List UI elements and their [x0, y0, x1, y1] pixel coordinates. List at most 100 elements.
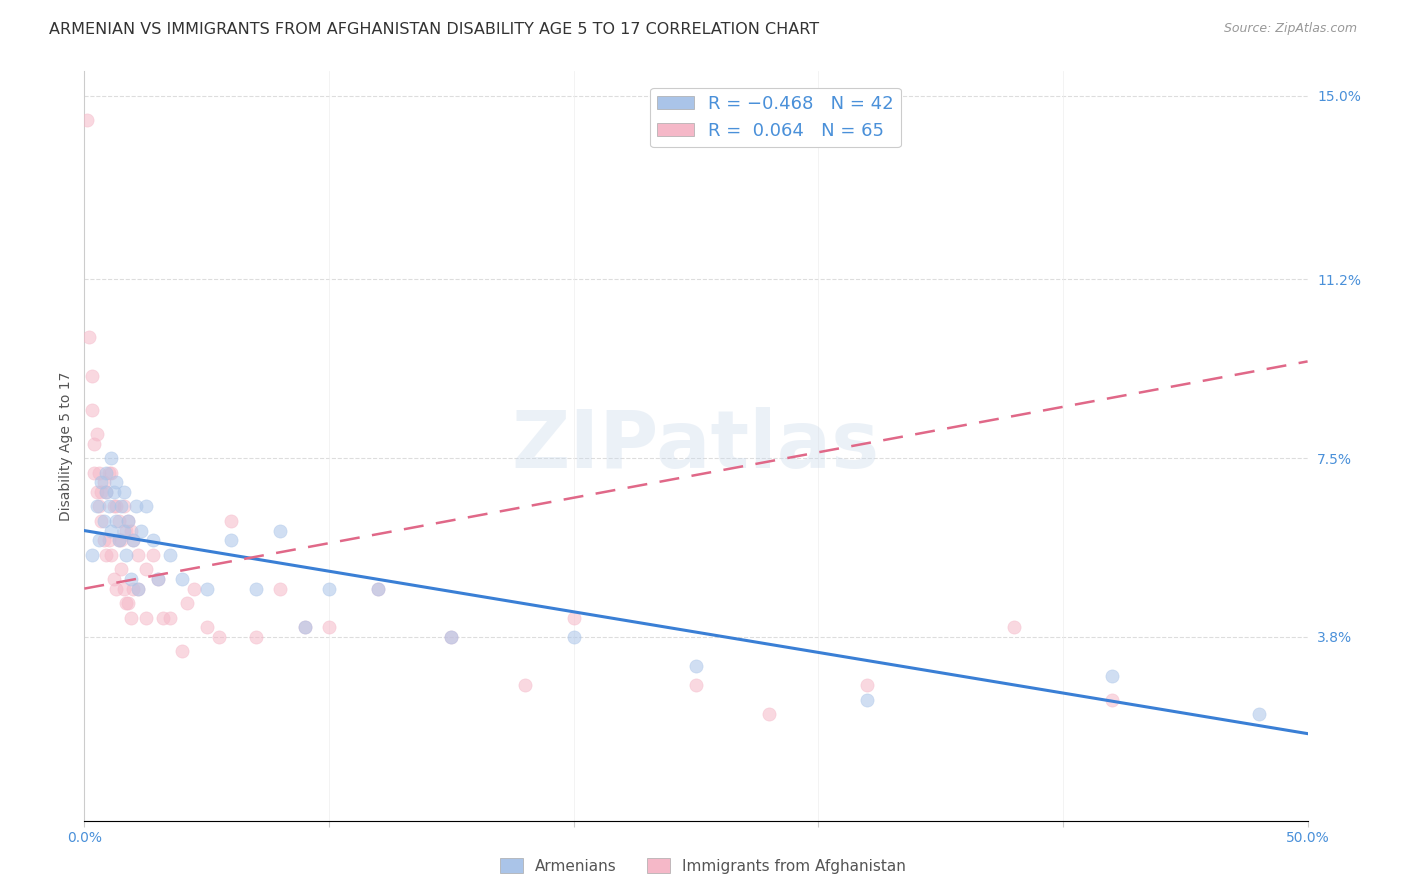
Point — [294, 620, 316, 634]
Point — [146, 572, 169, 586]
Point — [269, 582, 291, 596]
Point — [97, 533, 120, 548]
Point — [93, 514, 115, 528]
Point — [172, 572, 194, 586]
Point — [1101, 668, 1123, 682]
Point — [120, 572, 142, 586]
Point — [129, 524, 152, 538]
Point — [112, 500, 135, 514]
Point — [758, 707, 780, 722]
Point — [219, 514, 242, 528]
Point — [110, 562, 132, 576]
Point — [195, 620, 218, 634]
Point — [83, 466, 105, 480]
Point — [115, 524, 138, 538]
Point — [96, 466, 118, 480]
Point — [107, 533, 129, 548]
Point — [97, 500, 120, 514]
Point — [87, 500, 110, 514]
Point — [245, 582, 267, 596]
Point — [318, 620, 340, 634]
Point — [685, 659, 707, 673]
Point — [96, 484, 118, 499]
Point — [159, 610, 181, 624]
Point — [176, 596, 198, 610]
Point — [103, 484, 125, 499]
Point — [107, 514, 129, 528]
Point — [105, 500, 128, 514]
Point — [367, 582, 389, 596]
Point — [117, 514, 139, 528]
Point — [80, 368, 103, 383]
Point — [1101, 693, 1123, 707]
Point — [294, 620, 316, 634]
Text: ZIPatlas: ZIPatlas — [512, 407, 880, 485]
Y-axis label: Disability Age 5 to 17: Disability Age 5 to 17 — [59, 371, 73, 521]
Point — [83, 436, 105, 450]
Point — [440, 630, 463, 644]
Point — [142, 548, 165, 562]
Point — [120, 524, 142, 538]
Point — [107, 533, 129, 548]
Point — [86, 484, 108, 499]
Point — [86, 500, 108, 514]
Point — [856, 693, 879, 707]
Point — [100, 466, 122, 480]
Point — [562, 610, 585, 624]
Point — [125, 500, 148, 514]
Point — [105, 582, 128, 596]
Text: ARMENIAN VS IMMIGRANTS FROM AFGHANISTAN DISABILITY AGE 5 TO 17 CORRELATION CHART: ARMENIAN VS IMMIGRANTS FROM AFGHANISTAN … — [49, 22, 820, 37]
Point — [146, 572, 169, 586]
Point — [86, 426, 108, 441]
Point — [90, 514, 112, 528]
Point — [120, 610, 142, 624]
Point — [367, 582, 389, 596]
Point — [97, 466, 120, 480]
Point — [117, 514, 139, 528]
Point — [440, 630, 463, 644]
Point — [93, 533, 115, 548]
Point — [112, 484, 135, 499]
Point — [117, 596, 139, 610]
Point — [195, 582, 218, 596]
Legend: Armenians, Immigrants from Afghanistan: Armenians, Immigrants from Afghanistan — [494, 852, 912, 880]
Point — [90, 475, 112, 490]
Point — [245, 630, 267, 644]
Point — [135, 562, 157, 576]
Point — [318, 582, 340, 596]
Point — [856, 678, 879, 692]
Point — [76, 112, 98, 127]
Point — [96, 484, 118, 499]
Point — [77, 330, 100, 344]
Point — [219, 533, 242, 548]
Point — [513, 678, 536, 692]
Point — [122, 533, 145, 548]
Point — [183, 582, 205, 596]
Point — [127, 582, 149, 596]
Point — [90, 484, 112, 499]
Point — [112, 582, 135, 596]
Point — [1247, 707, 1270, 722]
Point — [112, 524, 135, 538]
Point — [93, 475, 115, 490]
Point — [110, 533, 132, 548]
Point — [135, 610, 157, 624]
Point — [142, 533, 165, 548]
Point — [105, 514, 128, 528]
Point — [100, 548, 122, 562]
Point — [80, 548, 103, 562]
Point — [115, 596, 138, 610]
Point — [87, 533, 110, 548]
Point — [115, 548, 138, 562]
Legend: R = −0.468   N = 42, R =  0.064   N = 65: R = −0.468 N = 42, R = 0.064 N = 65 — [650, 88, 901, 147]
Point — [122, 582, 145, 596]
Point — [269, 524, 291, 538]
Point — [87, 466, 110, 480]
Point — [1002, 620, 1025, 634]
Point — [100, 524, 122, 538]
Point — [127, 582, 149, 596]
Point — [127, 548, 149, 562]
Point — [96, 548, 118, 562]
Point — [110, 500, 132, 514]
Point — [100, 451, 122, 466]
